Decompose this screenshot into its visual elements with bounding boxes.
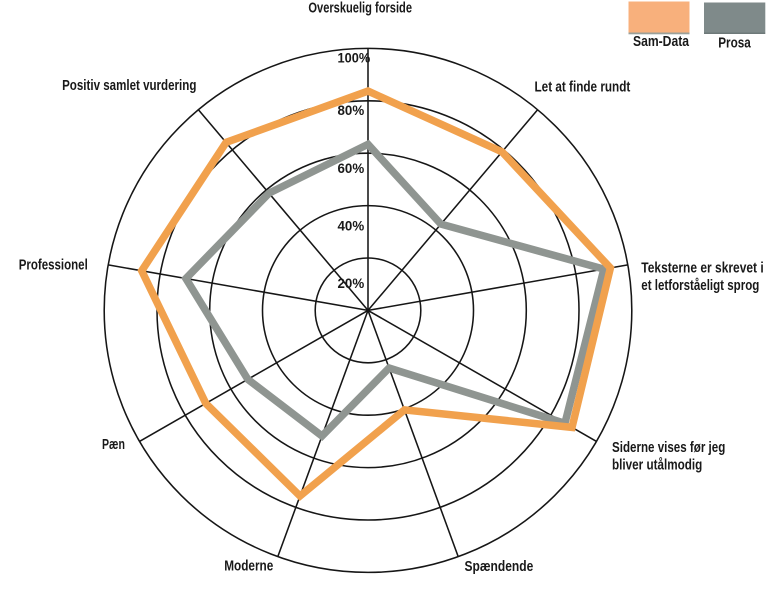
svg-text:Spændende: Spændende: [465, 559, 534, 575]
svg-text:Professionel: Professionel: [19, 258, 88, 274]
svg-text:bliver utålmodig: bliver utålmodig: [612, 457, 702, 473]
svg-text:Let at finde rundt: Let at finde rundt: [535, 79, 631, 95]
svg-text:100%: 100%: [338, 50, 371, 66]
svg-text:Teksterne er skrevet i: Teksterne er skrevet i: [641, 260, 763, 276]
svg-text:Positiv samlet vurdering: Positiv samlet vurdering: [62, 78, 196, 94]
svg-text:Pæn: Pæn: [102, 437, 125, 453]
svg-text:Siderne vises før jeg: Siderne vises før jeg: [612, 440, 725, 456]
svg-text:Sam-Data: Sam-Data: [633, 34, 690, 50]
svg-text:60%: 60%: [338, 160, 365, 176]
svg-text:Overskuelig forside: Overskuelig forside: [308, 1, 412, 17]
svg-text:20%: 20%: [338, 275, 365, 291]
svg-text:80%: 80%: [338, 102, 365, 118]
svg-text:40%: 40%: [338, 218, 365, 234]
svg-text:et letforståeligt sprog: et letforståeligt sprog: [641, 278, 759, 294]
svg-text:Prosa: Prosa: [718, 36, 751, 52]
svg-text:Moderne: Moderne: [224, 559, 273, 575]
